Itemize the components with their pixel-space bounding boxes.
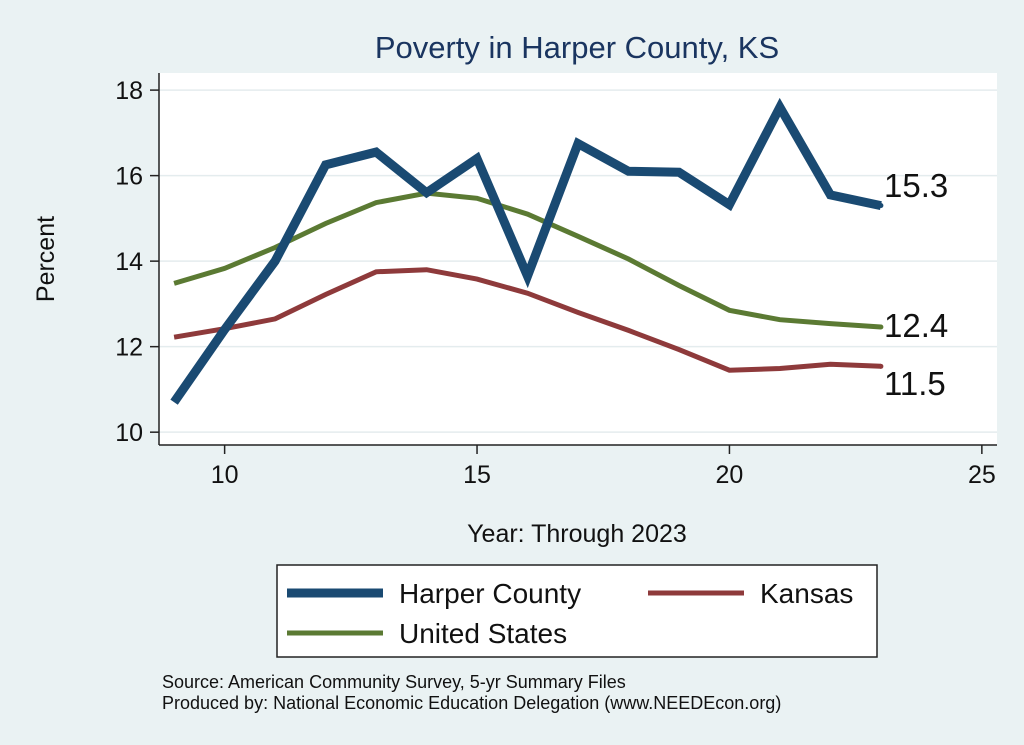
y-ticks: 10 12 14 16 18 bbox=[115, 77, 159, 447]
x-ticks: 10 15 20 25 bbox=[211, 445, 996, 489]
x-tick-label: 20 bbox=[716, 461, 744, 489]
y-tick-label: 18 bbox=[115, 77, 143, 105]
axes bbox=[158, 73, 997, 446]
series-end-point bbox=[878, 324, 884, 330]
legend-label-united-states: United States bbox=[399, 618, 567, 649]
x-axis-label: Year: Through 2023 bbox=[467, 520, 687, 548]
x-tick-label: 10 bbox=[211, 461, 239, 489]
x-tick-label: 25 bbox=[968, 461, 996, 489]
end-label-kansas: 11.5 bbox=[884, 365, 946, 402]
series-group bbox=[170, 97, 884, 405]
end-label-harper-county: 15.3 bbox=[884, 167, 948, 204]
chart-title: Poverty in Harper County, KS bbox=[375, 30, 779, 65]
source-line-1: Source: American Community Survey, 5-yr … bbox=[162, 672, 626, 692]
legend-box bbox=[276, 564, 878, 658]
gridlines bbox=[159, 89, 997, 433]
y-tick-label: 10 bbox=[115, 419, 143, 447]
source-line-2: Produced by: National Economic Education… bbox=[162, 693, 781, 713]
x-tick-label: 15 bbox=[463, 461, 491, 489]
y-axis-label: Percent bbox=[32, 216, 60, 302]
series-end-point bbox=[878, 363, 884, 369]
y-tick-label: 16 bbox=[115, 163, 143, 191]
series-line-harper-county bbox=[170, 97, 882, 405]
end-labels: 15.3 11.5 12.4 bbox=[884, 167, 948, 402]
series-line-kansas bbox=[173, 267, 882, 373]
y-tick-label: 14 bbox=[115, 248, 143, 276]
legend: Harper County Kansas United States bbox=[276, 564, 878, 658]
legend-label-harper-county: Harper County bbox=[399, 578, 581, 609]
y-tick-label: 12 bbox=[115, 334, 143, 362]
plot-area bbox=[159, 73, 997, 445]
series-end-point bbox=[878, 203, 884, 209]
end-label-united-states: 12.4 bbox=[884, 307, 948, 344]
series-line-united-states bbox=[173, 190, 882, 330]
legend-label-kansas: Kansas bbox=[760, 578, 853, 609]
